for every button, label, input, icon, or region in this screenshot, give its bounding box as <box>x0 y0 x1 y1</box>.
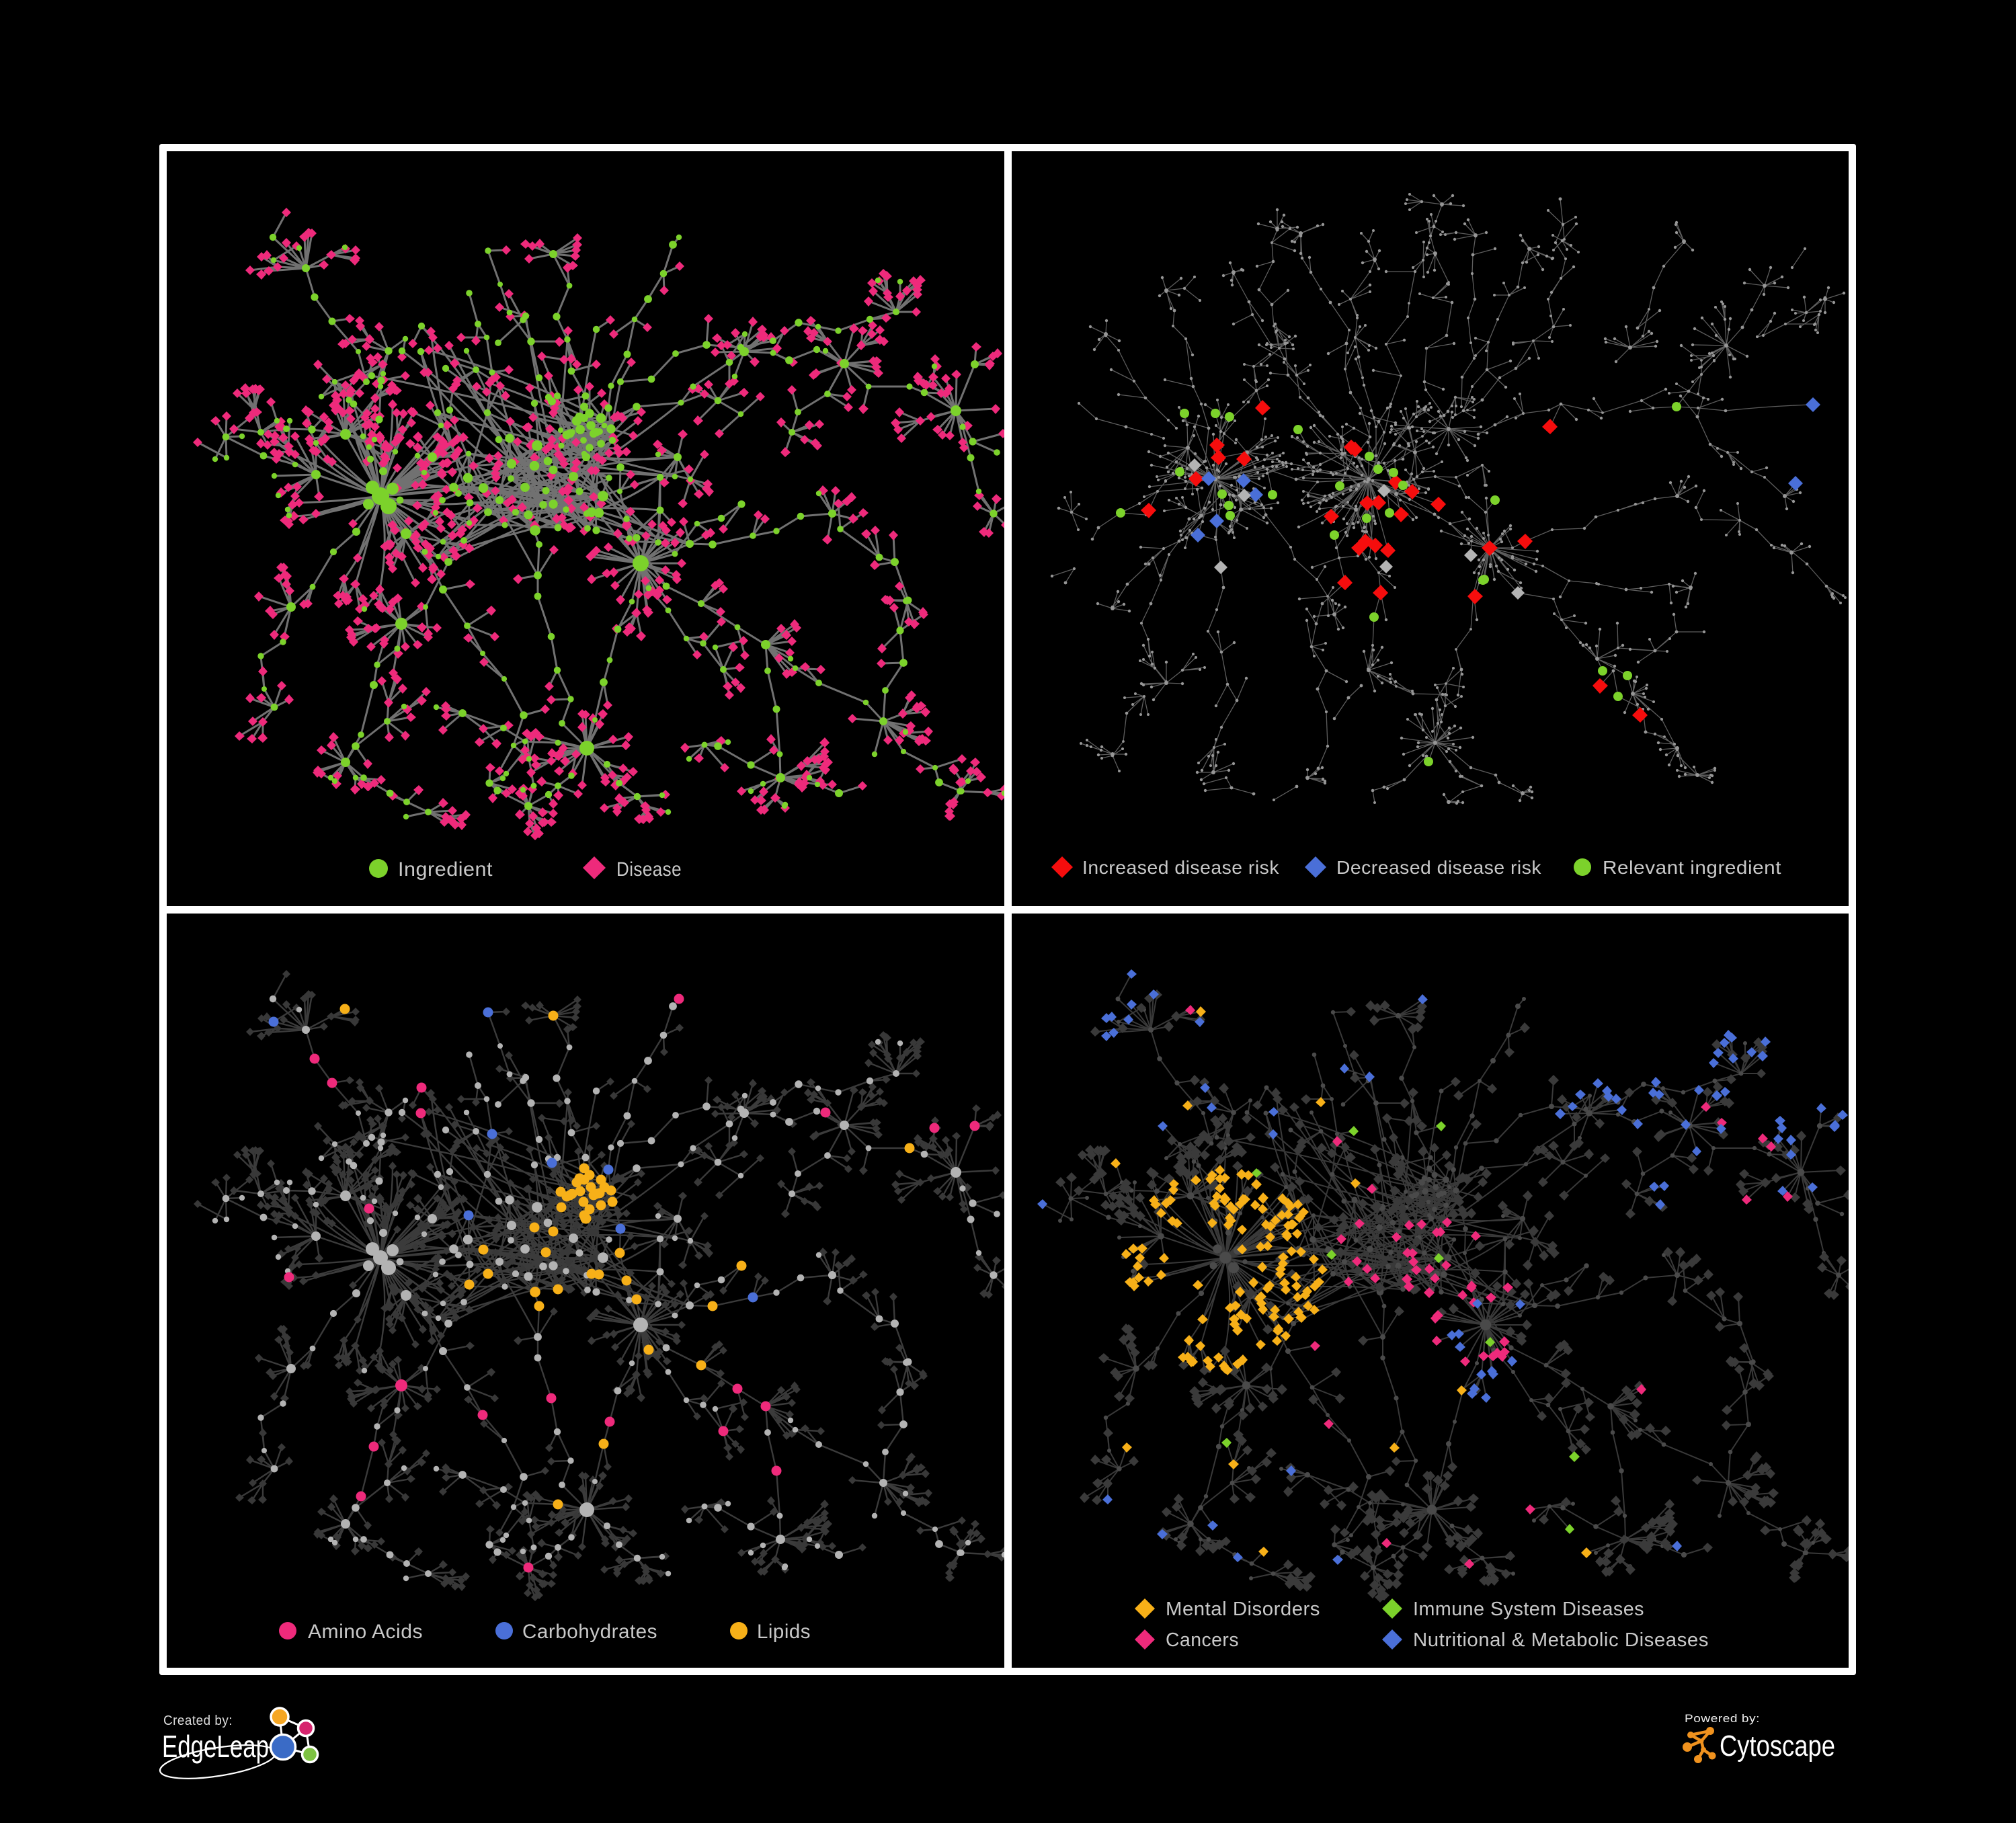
svg-text:EdgeLeap: EdgeLeap <box>162 1729 269 1764</box>
svg-text:Created by:: Created by: <box>163 1713 233 1728</box>
svg-text:Powered by:: Powered by: <box>1685 1712 1760 1725</box>
svg-text:Carbohydrates: Carbohydrates <box>522 1621 657 1643</box>
svg-text:Cancers: Cancers <box>1166 1629 1239 1651</box>
svg-text:Relevant ingredient: Relevant ingredient <box>1603 857 1781 878</box>
svg-text:Cytoscape: Cytoscape <box>1720 1730 1835 1763</box>
svg-text:Amino Acids: Amino Acids <box>308 1621 423 1643</box>
svg-text:Immune System Diseases: Immune System Diseases <box>1413 1598 1644 1620</box>
svg-text:Increased disease risk: Increased disease risk <box>1082 857 1280 878</box>
svg-text:Disease: Disease <box>616 858 682 881</box>
svg-text:Nutritional & Metabolic Diseas: Nutritional & Metabolic Diseases <box>1413 1629 1709 1651</box>
svg-text:Mental Disorders: Mental Disorders <box>1166 1598 1320 1620</box>
svg-text:Lipids: Lipids <box>757 1621 811 1643</box>
svg-text:Ingredient: Ingredient <box>398 858 493 881</box>
svg-text:Decreased disease risk: Decreased disease risk <box>1336 857 1541 878</box>
